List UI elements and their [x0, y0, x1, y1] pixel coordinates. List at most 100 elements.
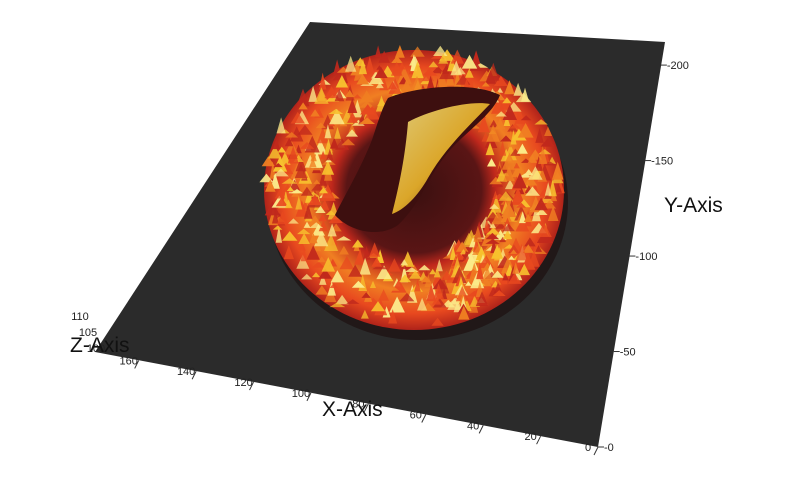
surface-facet [351, 280, 366, 288]
surface-facet [400, 259, 409, 266]
surface-ring [259, 45, 568, 340]
surface-facet [502, 273, 509, 281]
x-tick-label: 100 [292, 388, 310, 400]
surface-facet [513, 82, 523, 96]
surface-facet [544, 182, 552, 196]
surface-facet [318, 187, 328, 194]
surface-facet [411, 60, 424, 79]
surface-facet [270, 172, 280, 189]
surface-facet [295, 156, 307, 172]
surface-facet [491, 211, 506, 225]
surface-facet [310, 150, 317, 162]
surface-facet [494, 117, 506, 130]
surface-facet [310, 109, 320, 117]
surface-facet [329, 302, 346, 308]
surface-facet [321, 257, 336, 272]
surface-facet [496, 87, 504, 93]
surface-facet [500, 135, 512, 142]
surface-facet [366, 297, 380, 305]
surface-facet [291, 189, 303, 194]
surface-facet [409, 76, 425, 93]
surface-bumps [259, 45, 565, 326]
surface-facet [372, 264, 388, 270]
surface-facet [328, 214, 343, 223]
surface-facet [534, 197, 548, 211]
surface-facet [324, 86, 339, 99]
surface-facet [318, 213, 327, 222]
surface-facet [268, 145, 282, 159]
surface-facet [283, 245, 294, 260]
surface-facet [535, 128, 544, 143]
surface-facet [388, 78, 402, 94]
surface-facet [369, 242, 381, 257]
surface-facet [499, 236, 507, 243]
surface-facet [286, 186, 294, 191]
surface-facet [502, 97, 512, 104]
surface-facet [374, 66, 388, 78]
surface-facet [320, 199, 330, 210]
surface-facet [542, 161, 557, 166]
surface-facet [287, 145, 299, 164]
surface-facet [515, 218, 530, 232]
x-axis-title: X-Axis [322, 398, 383, 421]
surface-facet [486, 227, 501, 235]
surface-facet [303, 221, 311, 228]
surface-facet [431, 317, 444, 326]
surface-facet [433, 45, 448, 56]
surface-facet [285, 132, 299, 138]
surface-facet [335, 138, 350, 150]
trench-highlight [392, 103, 490, 214]
surface-facet [264, 201, 280, 216]
surface-facet [369, 280, 376, 288]
surface-facet [493, 75, 508, 87]
x-tick-mark [363, 403, 369, 412]
surface-facet [489, 203, 500, 209]
surface-facet [512, 262, 520, 274]
x-axis-ticks: 0 20 40 60 80 100 120 140 160 [120, 355, 599, 456]
surface-facet [485, 239, 500, 244]
surface-facet [458, 305, 470, 320]
x-tick-mark [249, 381, 254, 391]
surface-facet [318, 220, 329, 232]
surface-facet [414, 279, 421, 292]
surface-facet [290, 126, 304, 142]
surface-facet [285, 199, 292, 208]
surface-facet [341, 138, 356, 146]
surface-facet [327, 281, 336, 296]
surface-facet [410, 46, 425, 57]
surface-facet [400, 265, 409, 270]
surface-facet [455, 285, 469, 302]
surface-facet [522, 244, 534, 253]
surface-facet [375, 45, 382, 57]
surface-facet [465, 281, 472, 286]
surface-facet [518, 173, 533, 178]
surface-facet [461, 54, 478, 69]
surface-facet [417, 297, 428, 311]
surface-facet [359, 257, 371, 275]
surface-facet [396, 66, 412, 84]
surface-facet [324, 124, 332, 139]
surface-facet [470, 271, 485, 289]
surface-facet [525, 186, 540, 196]
surface-facet [346, 299, 360, 304]
surface-facet [360, 309, 369, 319]
surface-facet [473, 225, 483, 242]
surface-facet [498, 191, 514, 201]
surface-facet [524, 237, 536, 247]
surface-facet [516, 202, 527, 208]
surface-facet [485, 232, 500, 240]
surface-facet [426, 284, 436, 302]
surface-facet [435, 258, 443, 272]
surface-facet [365, 56, 375, 73]
surface-facet [504, 179, 516, 190]
x-tick-mark [306, 392, 312, 402]
z-tick-label: 110 [71, 311, 89, 323]
y-tick-label: -200 [667, 60, 689, 72]
x-tick-mark [478, 425, 484, 434]
surface-facet [324, 233, 339, 251]
y-axis-title: Y-Axis [664, 194, 723, 217]
surface-facet [274, 188, 286, 199]
x-tick-label: 160 [120, 355, 138, 367]
surface-facet [316, 127, 329, 144]
